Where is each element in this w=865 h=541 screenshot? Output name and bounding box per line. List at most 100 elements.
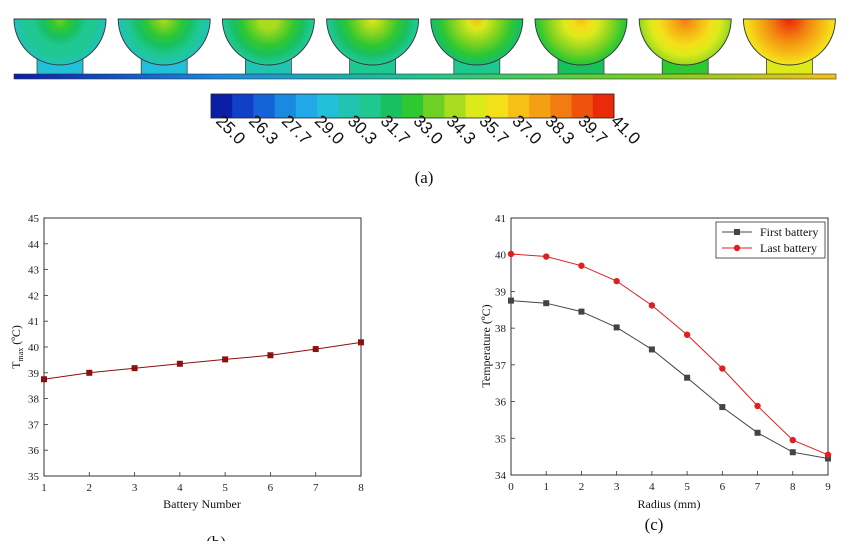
data-point xyxy=(86,369,93,376)
x-tick-label: 4 xyxy=(649,481,655,493)
battery-cell xyxy=(742,18,836,76)
series-line xyxy=(510,300,829,459)
colorbar-swatch xyxy=(507,94,530,118)
data-point xyxy=(789,436,796,444)
x-tick-label: 4 xyxy=(177,482,183,494)
data-point xyxy=(719,404,726,411)
data-point xyxy=(41,376,47,383)
y-tick-label: 35 xyxy=(495,433,507,445)
x-axis-label: Radius (mm) xyxy=(638,497,701,511)
data-point xyxy=(824,451,832,459)
colorbar-swatch xyxy=(380,94,403,118)
data-point xyxy=(578,262,585,269)
colorbar-swatch xyxy=(444,94,466,118)
cell-bowl xyxy=(326,18,420,66)
data-point xyxy=(508,297,514,304)
x-tick-label: 2 xyxy=(579,481,585,493)
y-tick-label: 38 xyxy=(28,394,40,406)
legend: First battery Last battery xyxy=(715,221,826,259)
cell-bowl xyxy=(534,18,628,66)
colorbar-swatch xyxy=(571,94,594,118)
x-axis-ticks: 0 1 2 3 4 5 6 7 8 9 xyxy=(508,471,831,493)
data-point xyxy=(312,346,319,353)
battery-cell xyxy=(117,18,211,76)
colorbar-swatch xyxy=(486,94,509,118)
battery-cells xyxy=(13,18,836,76)
data-point xyxy=(683,331,691,338)
colorbar-swatch xyxy=(529,94,551,118)
series-line xyxy=(510,253,829,456)
battery-cell xyxy=(326,18,420,76)
data-point xyxy=(754,402,761,410)
x-tick-label: 6 xyxy=(720,481,726,493)
y-tick-label: 45 xyxy=(28,213,40,225)
cell-bowl xyxy=(221,18,315,66)
y-tick-label: 41 xyxy=(28,316,39,328)
colorbar-swatch xyxy=(465,94,488,118)
x-tick-label: 1 xyxy=(41,482,47,494)
colorbar-swatch xyxy=(550,94,572,118)
y-tick-label: 34 xyxy=(495,470,507,482)
x-tick-label: 3 xyxy=(614,481,620,493)
panel-a-label: (a) xyxy=(415,168,434,187)
x-tick-label: 7 xyxy=(313,482,319,494)
data-point xyxy=(648,346,655,353)
legend-box xyxy=(715,221,826,259)
x-tick-label: 8 xyxy=(790,481,796,493)
data-point xyxy=(358,339,364,346)
y-tick-label: 37 xyxy=(28,419,40,431)
series xyxy=(507,250,832,462)
cell-bowl xyxy=(638,18,732,66)
series xyxy=(41,339,364,383)
x-axis-ticks: 1 2 3 4 5 6 7 8 xyxy=(41,472,364,494)
battery-cell xyxy=(534,18,628,76)
colorbar-swatch xyxy=(232,94,254,118)
x-tick-label: 8 xyxy=(358,482,364,494)
colorbar-swatch xyxy=(274,94,297,118)
svg-text:Last battery: Last battery xyxy=(760,241,817,255)
y-tick-label: 44 xyxy=(28,239,40,251)
y-axis-ticks: 35 36 37 38 39 40 41 42 43 44 45 xyxy=(28,213,48,483)
x-tick-label: 1 xyxy=(543,481,549,493)
data-point xyxy=(825,455,831,462)
data-point xyxy=(684,374,691,381)
data-point xyxy=(131,365,138,372)
x-axis-label: Battery Number xyxy=(163,497,241,511)
battery-cell xyxy=(221,18,315,76)
y-axis-label: Temperature (ºC) xyxy=(479,304,493,387)
colorbar-border xyxy=(210,93,615,119)
panel-b-label: (b) xyxy=(206,533,226,541)
y-tick-label: 36 xyxy=(495,397,507,409)
panel-c-label: (c) xyxy=(645,515,664,534)
y-tick-label: 40 xyxy=(28,342,40,354)
data-point xyxy=(507,250,515,258)
cell-bowl xyxy=(117,18,211,66)
data-point xyxy=(648,302,656,309)
x-tick-label: 0 xyxy=(508,481,514,493)
legend-item-last-battery: Last battery xyxy=(722,241,817,255)
colorbar xyxy=(210,93,615,119)
plot-frame xyxy=(510,217,829,476)
x-tick-label: 2 xyxy=(87,482,93,494)
y-tick-label: 36 xyxy=(28,445,40,457)
colorbar-swatch xyxy=(359,94,382,118)
battery-cell xyxy=(430,18,524,76)
data-point xyxy=(613,324,620,331)
panel-a-temperature-contour: 25.026.327.729.030.331.733.034.335.737.0… xyxy=(13,18,837,187)
x-tick-label: 6 xyxy=(268,482,274,494)
y-tick-label: 38 xyxy=(495,323,507,335)
y-tick-label: 41 xyxy=(495,213,506,225)
data-point xyxy=(613,277,620,285)
y-tick-label: 42 xyxy=(28,290,39,302)
y-tick-label: 37 xyxy=(495,360,507,372)
series-line xyxy=(43,341,362,380)
colorbar-swatch xyxy=(253,94,276,118)
data-point xyxy=(267,352,274,359)
x-tick-label: 3 xyxy=(132,482,138,494)
colorbar-swatch xyxy=(295,94,318,118)
data-point xyxy=(176,360,183,367)
y-axis-label: Tmax (ºC) xyxy=(9,325,25,369)
cell-bowl xyxy=(430,18,524,66)
